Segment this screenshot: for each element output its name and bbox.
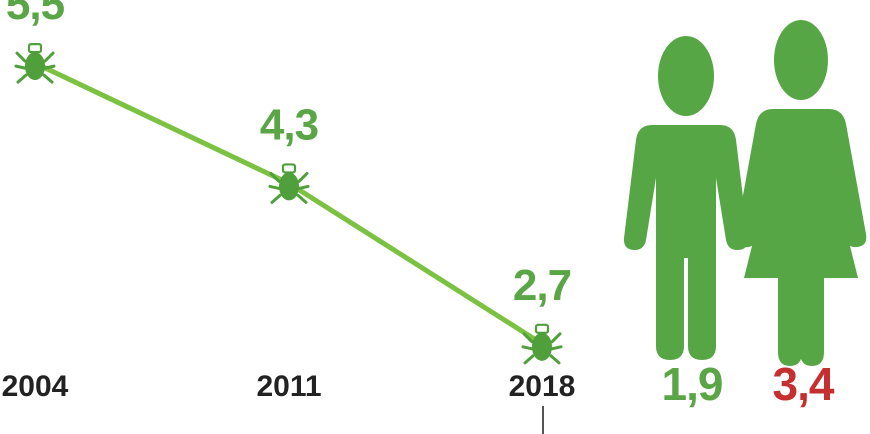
data-value-label: 2,7: [513, 261, 571, 310]
x-tick-label: 2011: [256, 370, 321, 403]
trend-line-segment: [286, 180, 545, 347]
line-chart: [32, 60, 545, 347]
beetle-icon: [521, 323, 563, 365]
female-value-label: 3,4: [773, 358, 835, 410]
value-labels: 5,5 4,3 2,7: [6, 0, 572, 310]
trend-line-segment: [32, 60, 292, 186]
data-value-label: 5,5: [6, 0, 65, 29]
male-value-label: 1,9: [662, 358, 723, 410]
x-tick-label: 2004: [2, 370, 69, 403]
data-value-label: 4,3: [260, 100, 318, 149]
beetle-icon: [14, 42, 56, 84]
female-person-icon: [735, 20, 867, 366]
x-tick-label: 2018: [509, 370, 576, 403]
male-person-icon: [623, 36, 749, 360]
x-tick-labels: 2004 2011 2018: [2, 370, 576, 403]
beetle-icon: [268, 162, 310, 204]
